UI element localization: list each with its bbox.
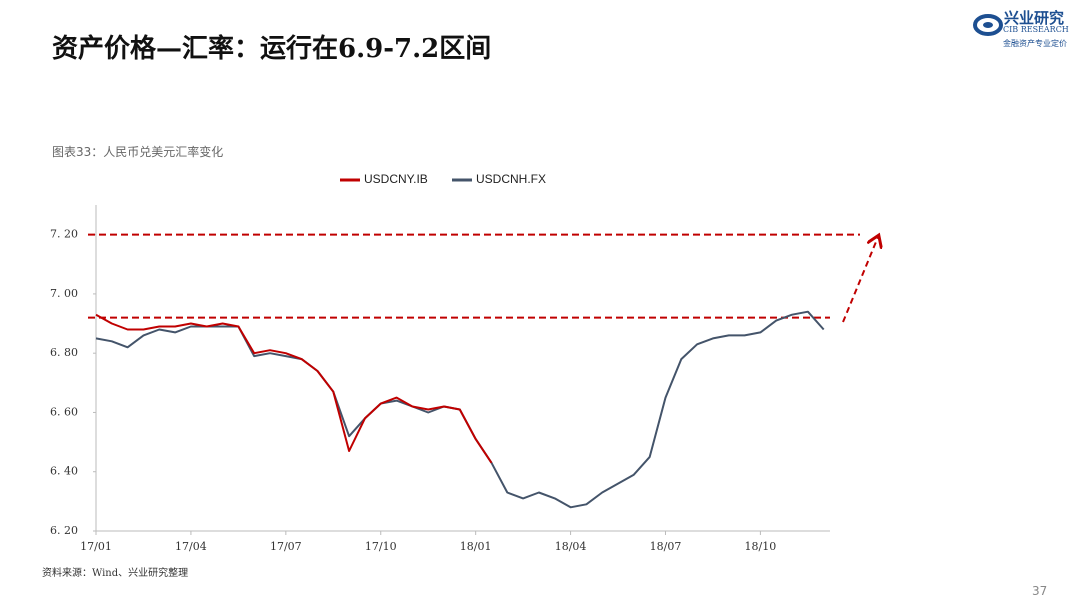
legend-label: USDCNH.FX	[476, 172, 546, 186]
y-tick-label: 6. 60	[50, 405, 78, 418]
y-tick-label: 7. 20	[50, 228, 78, 241]
source-note: 资料来源：Wind、兴业研究整理	[42, 568, 189, 579]
page-number: 37	[1032, 584, 1048, 598]
x-tick-label: 18/07	[650, 540, 682, 553]
x-tick-label: 18/01	[460, 540, 492, 553]
x-tick-label: 18/04	[555, 540, 587, 553]
legend-label: USDCNY.IB	[364, 172, 428, 186]
y-tick-label: 6. 80	[50, 346, 78, 359]
x-tick-label: 17/01	[80, 540, 112, 553]
x-tick-label: 17/04	[175, 540, 207, 553]
series-line	[95, 313, 493, 464]
logo-slogan: 金融资产专业定价	[1003, 39, 1067, 48]
trend-arrow	[842, 237, 878, 323]
y-tick-label: 7. 00	[50, 287, 78, 300]
chart-caption: 图表33：人民币兑美元汇率变化	[52, 145, 224, 159]
logo-icon	[973, 14, 1003, 36]
logo-english: CIB RESEARCH	[1003, 25, 1069, 34]
x-tick-label: 17/10	[365, 540, 397, 553]
logo-text: 兴业研究	[1004, 9, 1065, 27]
y-tick-label: 6. 20	[50, 524, 78, 537]
x-tick-label: 18/10	[745, 540, 777, 553]
slide-title: 资产价格—汇率：运行在6.9-7.2区间	[52, 34, 492, 64]
y-tick-label: 6. 40	[50, 465, 78, 478]
x-tick-label: 17/07	[270, 540, 302, 553]
